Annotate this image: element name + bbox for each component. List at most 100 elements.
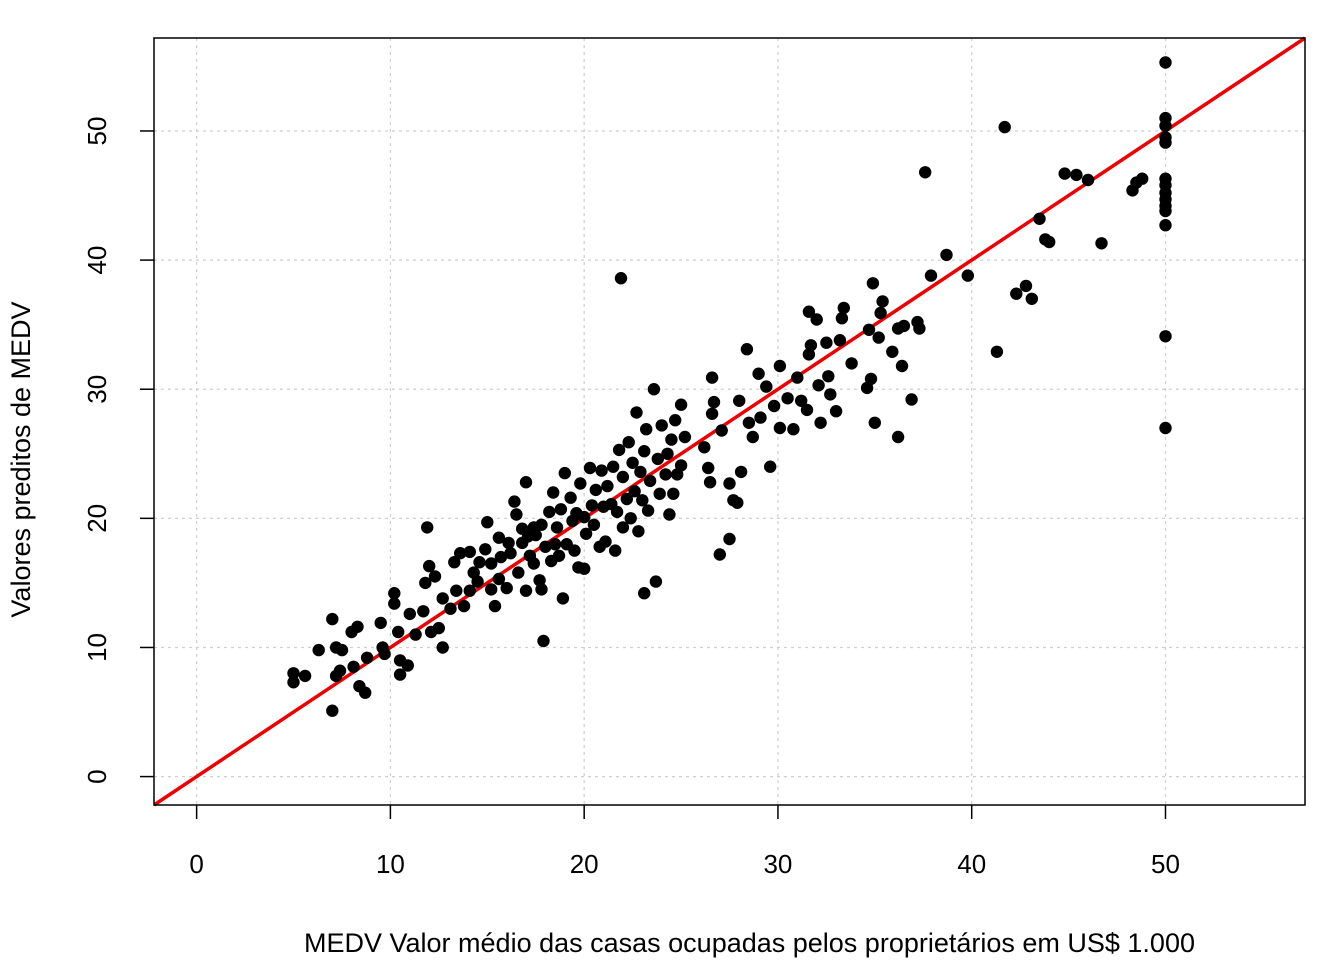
data-point xyxy=(583,461,597,475)
y-tick-label: 30 xyxy=(82,375,112,404)
data-point xyxy=(568,544,581,557)
data-point xyxy=(450,584,463,597)
data-point xyxy=(378,647,391,661)
data-point xyxy=(333,664,347,677)
data-point xyxy=(1159,330,1172,343)
data-point xyxy=(643,474,657,488)
data-point xyxy=(876,295,889,308)
data-point xyxy=(833,334,847,347)
data-point xyxy=(781,392,794,405)
data-point xyxy=(392,625,405,639)
data-point xyxy=(702,461,715,475)
data-point xyxy=(665,433,678,446)
data-point xyxy=(620,492,633,506)
data-point xyxy=(651,452,664,466)
data-point xyxy=(872,331,885,344)
data-point xyxy=(824,388,837,401)
data-point xyxy=(814,416,827,429)
data-point xyxy=(752,367,765,380)
data-point xyxy=(773,421,787,435)
data-point xyxy=(1136,172,1149,185)
data-point xyxy=(866,277,880,290)
x-axis: 0 10 20 30 40 50 xyxy=(189,805,1180,879)
data-point xyxy=(905,393,918,406)
data-point xyxy=(787,423,800,436)
data-point xyxy=(754,411,767,424)
data-point xyxy=(622,436,635,449)
data-point xyxy=(550,521,564,534)
data-point xyxy=(723,532,736,546)
data-point xyxy=(837,301,850,315)
data-point xyxy=(998,120,1011,134)
data-point xyxy=(298,669,312,683)
data-point xyxy=(454,547,467,560)
data-point xyxy=(359,686,372,699)
data-point xyxy=(548,538,562,551)
data-point xyxy=(448,556,461,569)
data-point xyxy=(655,419,668,432)
data-point xyxy=(742,416,756,429)
data-point xyxy=(485,557,498,570)
data-point xyxy=(715,424,728,437)
data-point xyxy=(734,465,748,479)
data-point xyxy=(1070,168,1083,182)
data-point xyxy=(829,405,843,418)
data-point xyxy=(612,443,626,457)
data-point xyxy=(409,628,422,641)
data-point xyxy=(1058,167,1071,180)
data-point xyxy=(607,460,620,473)
data-point xyxy=(636,494,649,507)
plot-frame xyxy=(153,37,1306,806)
data-point xyxy=(632,525,645,538)
data-point xyxy=(674,459,688,472)
data-point xyxy=(731,496,744,509)
data-points xyxy=(287,56,1172,717)
data-point xyxy=(626,456,639,469)
data-point xyxy=(428,570,442,583)
data-point xyxy=(519,584,533,597)
data-point xyxy=(897,319,911,333)
data-point xyxy=(713,548,726,561)
data-point xyxy=(663,508,676,521)
data-point xyxy=(585,499,599,512)
data-point xyxy=(961,269,974,282)
data-point xyxy=(800,403,814,417)
data-point xyxy=(1025,292,1039,305)
data-point xyxy=(481,516,494,529)
data-point xyxy=(924,269,938,282)
data-point xyxy=(401,659,414,672)
data-point xyxy=(527,557,540,570)
data-point xyxy=(535,518,548,531)
x-tick-label: 20 xyxy=(570,849,599,879)
data-point xyxy=(539,540,552,553)
data-point xyxy=(764,460,777,473)
data-point xyxy=(1159,136,1172,149)
data-point xyxy=(913,322,926,335)
data-point xyxy=(519,476,533,489)
data-point xyxy=(388,597,401,610)
data-point xyxy=(1095,237,1108,250)
data-point xyxy=(436,641,449,654)
data-point xyxy=(773,359,787,373)
data-point xyxy=(767,399,781,413)
data-point xyxy=(661,447,674,460)
data-point xyxy=(733,394,746,407)
data-point xyxy=(432,621,445,635)
data-point xyxy=(403,607,416,621)
data-point xyxy=(705,407,719,420)
data-point xyxy=(616,470,630,484)
data-point xyxy=(485,583,498,596)
data-point xyxy=(740,343,754,356)
data-point xyxy=(630,406,643,419)
data-point xyxy=(647,383,661,396)
data-point xyxy=(537,634,550,648)
data-point xyxy=(578,510,591,524)
data-point xyxy=(479,543,492,556)
data-point xyxy=(529,528,542,542)
data-point xyxy=(864,372,878,386)
data-point xyxy=(1159,204,1172,218)
y-tick-label: 50 xyxy=(82,117,112,146)
data-point xyxy=(678,430,692,444)
data-point xyxy=(326,704,339,717)
